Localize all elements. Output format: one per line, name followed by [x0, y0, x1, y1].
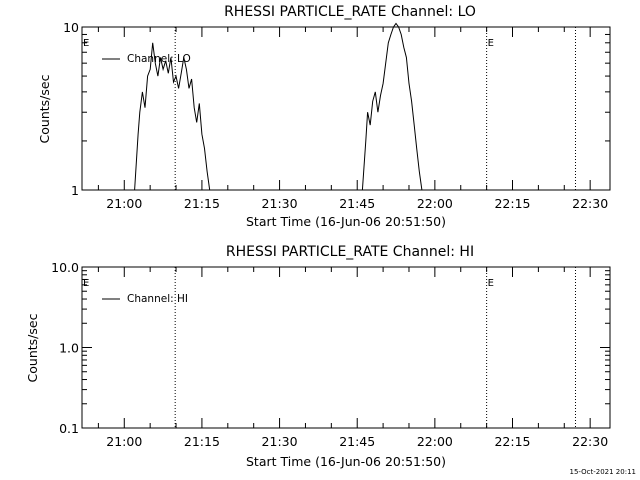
legend-label: Channel: HI — [127, 293, 188, 305]
y-tick-label: 10 — [63, 20, 79, 35]
x-tick-label: 21:00 — [106, 196, 142, 211]
x-tick-label: 22:30 — [572, 434, 608, 449]
x-tick-label: 22:00 — [417, 196, 453, 211]
x-tick-label: 22:15 — [494, 434, 530, 449]
data-series-line — [361, 22, 423, 191]
x-tick-label: 21:15 — [184, 196, 220, 211]
legend-label: Channel: LO — [127, 53, 191, 65]
marker-label: E — [488, 278, 494, 289]
x-tick-label: 22:00 — [417, 434, 453, 449]
x-axis-label: Start Time (16-Jun-06 20:51:50) — [246, 454, 446, 469]
edge-label: E — [83, 278, 89, 289]
panel-lo-channel: RHESSI PARTICLE_RATE Channel: LO Start T… — [37, 4, 611, 229]
y-axis-label: Counts/sec — [25, 313, 40, 382]
x-tick-label: 21:00 — [106, 434, 142, 449]
plot-frame — [81, 266, 611, 429]
x-tick-label: 22:15 — [494, 196, 530, 211]
panel-hi-channel: RHESSI PARTICLE_RATE Channel: HI Start T… — [25, 244, 611, 469]
y-axis-label: Counts/sec — [37, 74, 52, 143]
y-tick-label: 1 — [71, 183, 79, 198]
x-tick-label: 21:45 — [339, 196, 375, 211]
x-tick-label: 21:45 — [339, 434, 375, 449]
chart-title: RHESSI PARTICLE_RATE Channel: LO — [224, 4, 476, 20]
x-tick-label: 21:15 — [184, 434, 220, 449]
marker-label: E — [488, 38, 494, 49]
x-tick-label: 22:30 — [572, 196, 608, 211]
x-tick-label: 21:30 — [262, 196, 298, 211]
x-tick-label: 21:30 — [262, 434, 298, 449]
generation-timestamp: 15-Oct-2021 20:11 — [570, 468, 636, 476]
x-axis-label: Start Time (16-Jun-06 20:51:50) — [246, 214, 446, 229]
edge-label: E — [83, 38, 89, 49]
y-tick-label: 1.0 — [59, 341, 79, 356]
y-tick-label: 0.1 — [59, 421, 79, 436]
plot-frame — [81, 26, 611, 191]
data-series-line — [134, 42, 211, 191]
chart-title: RHESSI PARTICLE_RATE Channel: HI — [226, 244, 474, 260]
y-tick-label: 10.0 — [51, 260, 79, 275]
